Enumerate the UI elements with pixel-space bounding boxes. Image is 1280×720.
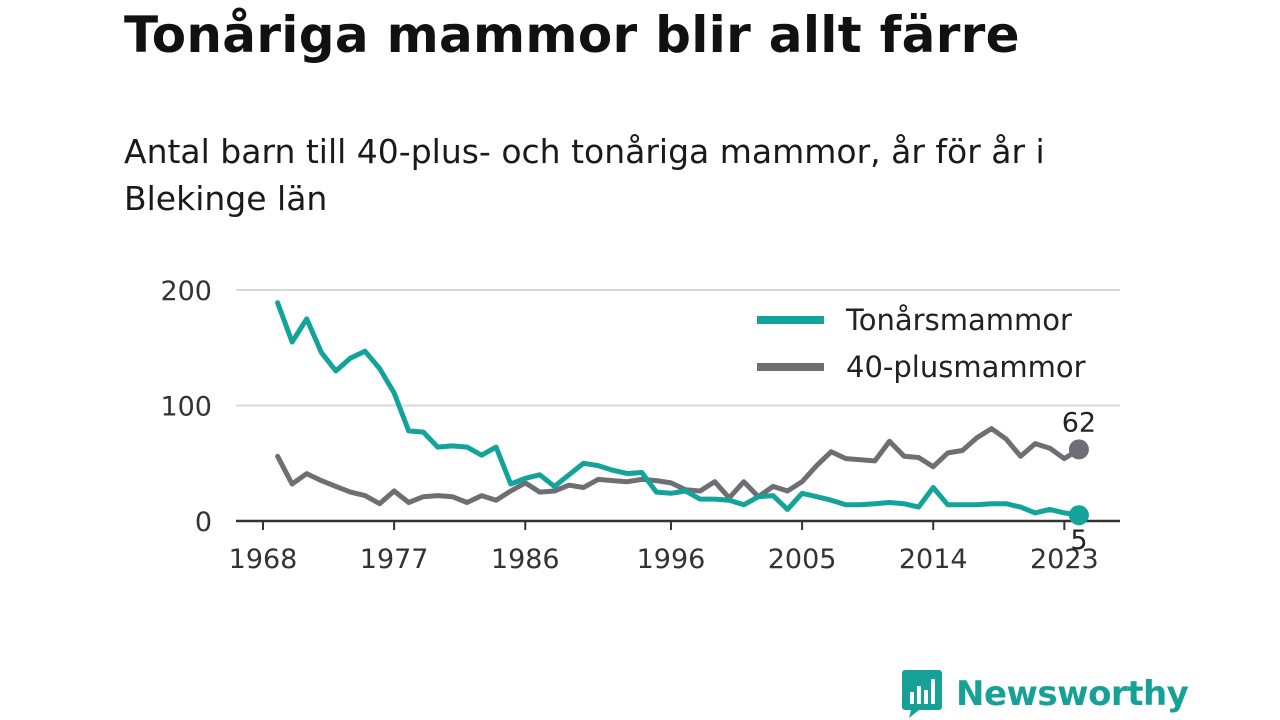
series-line	[275, 426, 1082, 507]
x-tick-label: 1996	[637, 544, 706, 575]
chart-title: Tonåriga mammor blir allt färre	[124, 6, 1020, 64]
x-tick-label: 2023	[1030, 544, 1099, 575]
y-tick-label: 100	[160, 392, 212, 423]
y-tick-label: 200	[160, 276, 212, 307]
axes: 0 100 200 1968 1977 1986 1996 2005 2014 2023	[160, 276, 1120, 575]
x-tick-label: 1977	[360, 544, 429, 575]
end-value-label: 62	[1062, 407, 1096, 438]
brand-name: Newsworthy	[956, 674, 1189, 714]
series-line	[275, 300, 1082, 518]
series-end-marker	[1068, 505, 1089, 526]
x-tick-label: 2005	[768, 544, 837, 575]
newsworthy-logo: Newsworthy	[902, 670, 1189, 718]
x-tick-label: 1968	[229, 544, 298, 575]
bar-chart-speech-bubble-icon	[902, 670, 942, 718]
gridlines	[236, 289, 1120, 407]
y-tick-label: 0	[195, 507, 212, 538]
legend-label: 40-plusmammor	[846, 350, 1086, 384]
chart-subtitle: Antal barn till 40-plus- och tonåriga ma…	[124, 132, 1045, 218]
series-lines: 5 62	[275, 300, 1096, 556]
x-tick-label: 2014	[899, 544, 968, 575]
end-value-label: 5	[1070, 525, 1087, 556]
legend-label: Tonårsmammor	[845, 303, 1072, 337]
legend: Tonårsmammor 40-plusmammor	[757, 303, 1086, 384]
x-tick-label: 1986	[491, 544, 560, 575]
series-end-marker	[1068, 439, 1089, 460]
